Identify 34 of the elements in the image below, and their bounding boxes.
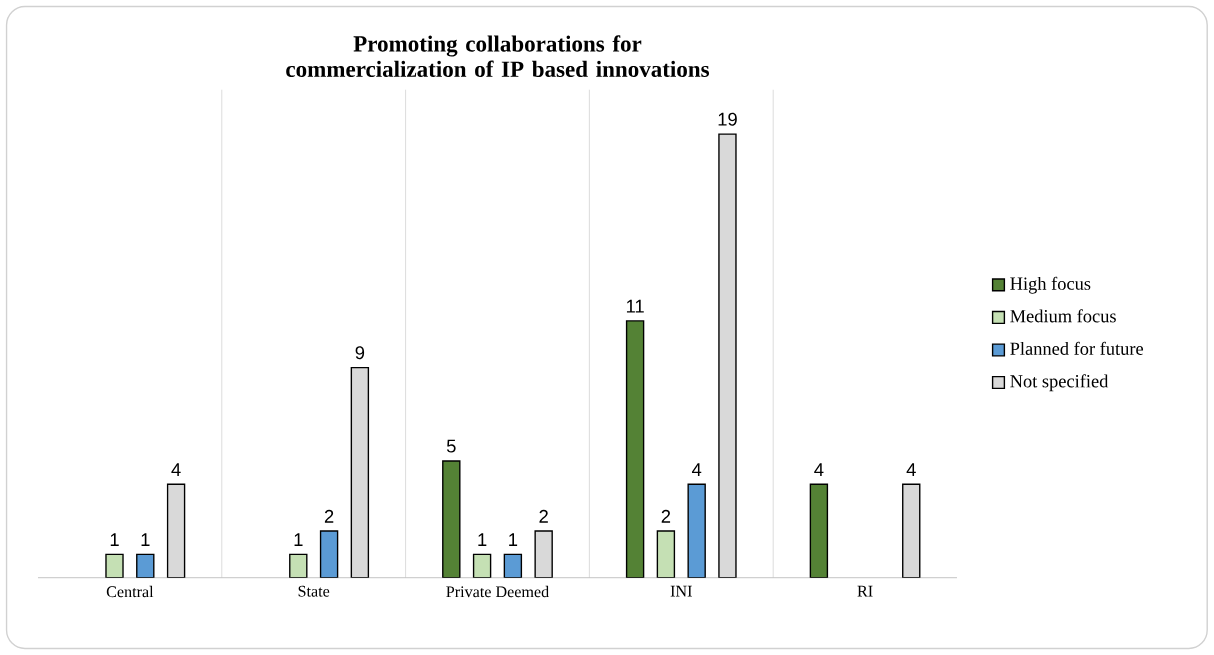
data-label: 1 <box>509 533 518 546</box>
bar <box>625 320 645 578</box>
data-label: 1 <box>478 533 487 546</box>
data-label: 1 <box>110 533 119 546</box>
data-label: 2 <box>661 509 671 523</box>
x-tick-label: INI <box>670 585 692 597</box>
data-label: 4 <box>171 463 181 476</box>
bar <box>902 483 921 578</box>
data-label: 4 <box>691 463 702 476</box>
legend-label: Medium focus <box>1010 309 1116 323</box>
chart-title: Promoting collaborations for commercialization of IP based innovations <box>286 35 710 77</box>
bar <box>442 460 461 578</box>
x-tick-label: Central <box>106 585 154 598</box>
data-label: 1 <box>141 533 150 546</box>
data-label: 2 <box>539 509 548 523</box>
bar <box>656 530 676 578</box>
bar <box>350 366 370 578</box>
x-tick-label: Private Deemed <box>446 585 549 598</box>
bar <box>319 530 339 578</box>
data-label: 9 <box>355 346 365 360</box>
data-label: 4 <box>814 463 824 476</box>
legend-label: Not specified <box>1010 374 1109 392</box>
data-label: 11 <box>626 299 644 313</box>
legend-label: High focus <box>1010 276 1091 294</box>
x-tick-label: RI <box>857 585 873 597</box>
data-label: 19 <box>718 112 737 126</box>
data-label: 5 <box>446 439 456 453</box>
data-label: 2 <box>324 509 334 523</box>
legend-label: Planned for future <box>1010 341 1144 355</box>
data-label: 1 <box>294 533 303 546</box>
x-tick-label: State <box>298 585 330 597</box>
bar <box>166 483 186 578</box>
bar <box>809 483 829 578</box>
data-label: 4 <box>906 463 916 476</box>
